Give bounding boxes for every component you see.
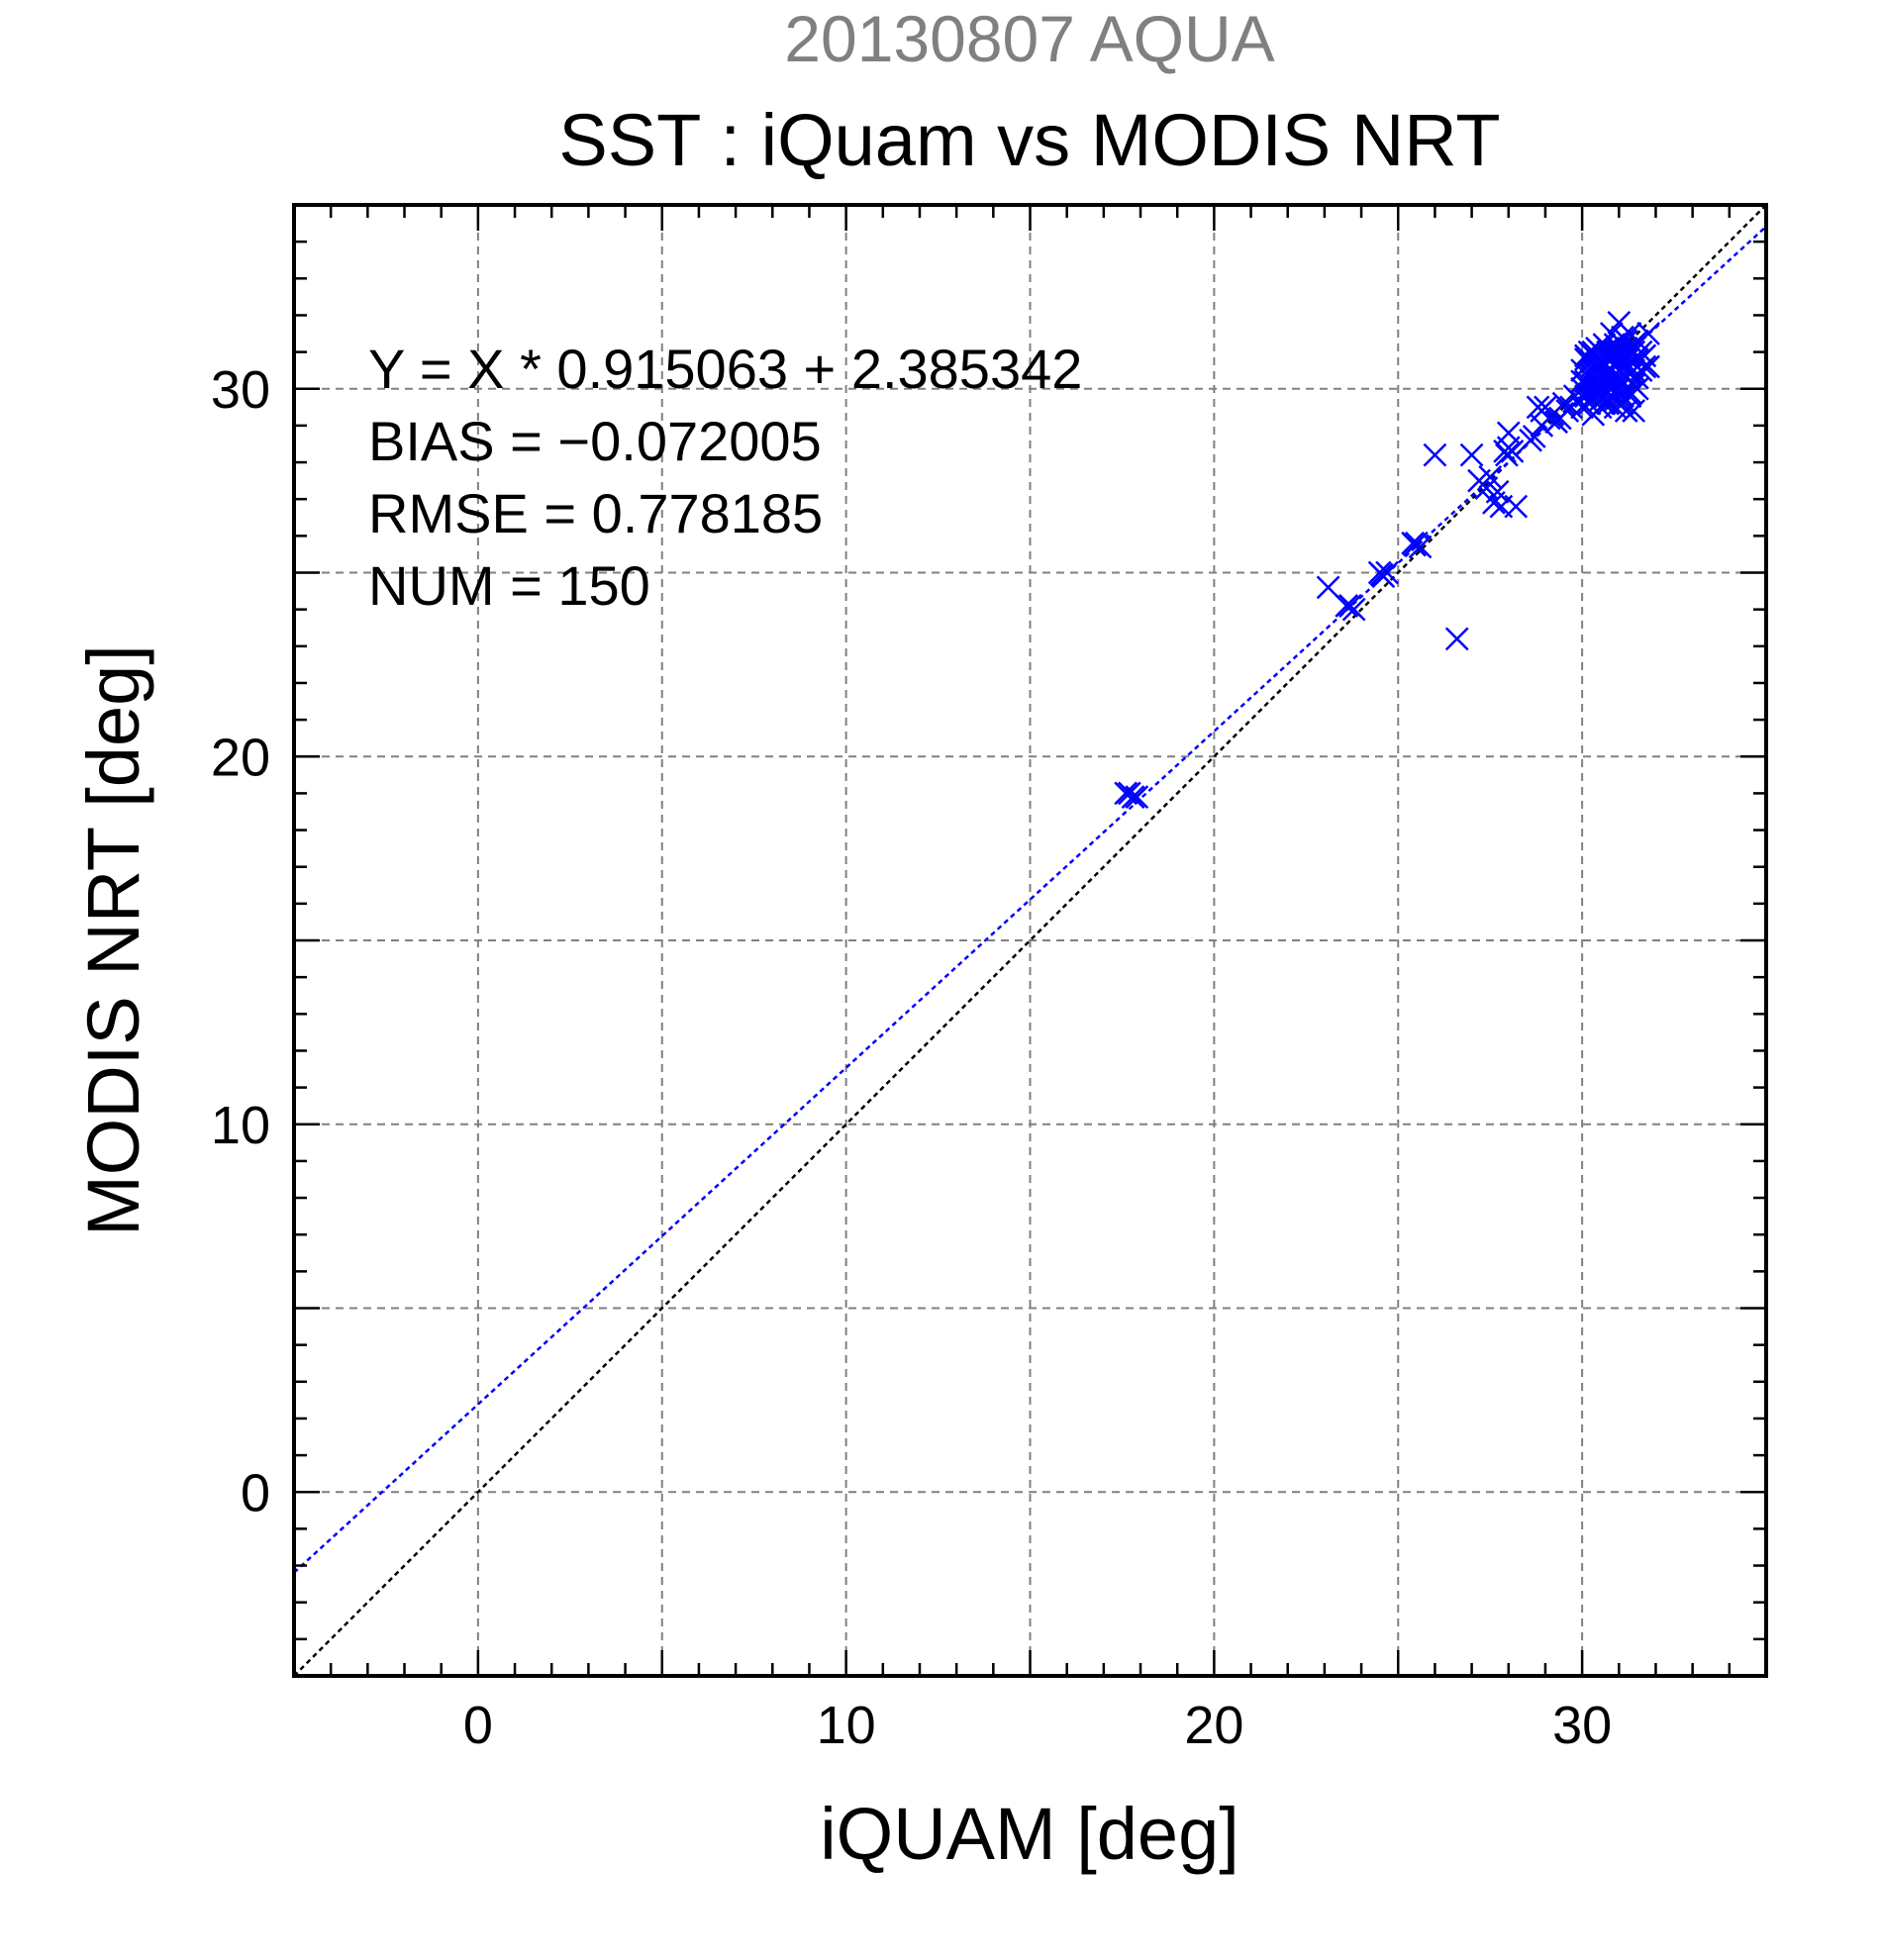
data-point [1459, 442, 1484, 467]
data-point [1573, 380, 1598, 405]
data-point [1596, 391, 1621, 416]
chart-title: SST : iQuam vs MODIS NRT [558, 99, 1500, 181]
stats-line: RMSE = 0.778185 [368, 482, 823, 544]
data-point [1636, 322, 1660, 345]
data-point [1626, 376, 1649, 401]
y-axis-label: MODIS NRT [deg] [72, 644, 154, 1236]
data-point [1603, 388, 1628, 412]
grid [294, 205, 1766, 1676]
data-point [1496, 421, 1521, 445]
data-point [1369, 562, 1394, 587]
y-tick-label: 10 [211, 1096, 270, 1155]
data-point [1522, 425, 1546, 448]
data-point [1622, 399, 1646, 423]
data-point [1495, 442, 1519, 467]
reference-lines [293, 204, 1767, 1677]
y-tick-label: 20 [211, 728, 270, 787]
data-point [1408, 535, 1433, 559]
stats-annotation: Y = X * 0.915063 + 2.385342 BIAS = −0.072… [368, 338, 1082, 617]
data-point [1611, 340, 1634, 364]
x-tick-label: 30 [1552, 1696, 1612, 1755]
data-point [1403, 533, 1427, 557]
data-point [1117, 781, 1141, 806]
data-point [1335, 594, 1359, 618]
data-point [1622, 358, 1646, 383]
data-point [1618, 380, 1642, 405]
ticks [292, 203, 1768, 1678]
data-point [1551, 391, 1576, 416]
stats-line: Y = X * 0.915063 + 2.385342 [368, 338, 1082, 400]
data-point [1423, 442, 1447, 467]
data-point [1375, 560, 1399, 585]
data-point [1611, 384, 1634, 409]
data-point [1125, 785, 1149, 809]
chart-supertitle: 20130807 AQUA [784, 2, 1274, 75]
data-point [1618, 337, 1642, 360]
y-tick-label: 0 [241, 1463, 270, 1522]
data-point [1596, 347, 1621, 371]
data-point [1444, 627, 1469, 651]
data-point [1485, 479, 1510, 504]
data-point [1504, 494, 1529, 519]
x-tick-label: 10 [817, 1696, 876, 1755]
tick-labels: 0 10 20 30 0 10 20 30 [211, 360, 1612, 1755]
data-point [1316, 575, 1340, 600]
data-point [1603, 343, 1628, 368]
x-axis-label: iQUAM [deg] [820, 1793, 1239, 1875]
data-point [1573, 343, 1598, 368]
x-tick-label: 0 [463, 1696, 493, 1755]
y-tick-label: 30 [211, 360, 270, 420]
data-point [1588, 376, 1613, 401]
data-point [1500, 440, 1525, 463]
fit-line [293, 225, 1767, 1574]
data-point [1478, 465, 1503, 489]
stats-line: BIAS = −0.072005 [368, 410, 822, 472]
plot-frame [292, 203, 1768, 1678]
x-tick-label: 20 [1184, 1696, 1243, 1755]
data-point [1338, 594, 1362, 618]
data-points [1114, 310, 1660, 809]
stats-line: NUM = 150 [368, 554, 650, 617]
data-point [1596, 373, 1621, 397]
